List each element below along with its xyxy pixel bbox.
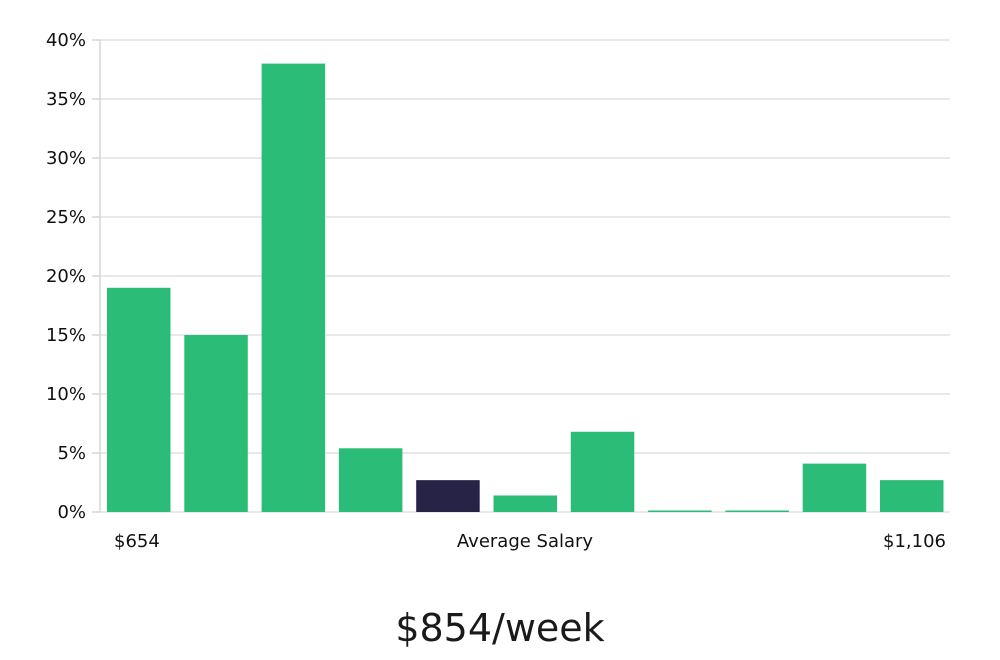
y-tick-label: 30% bbox=[46, 148, 86, 169]
y-tick-label: 20% bbox=[46, 266, 86, 287]
bar bbox=[261, 63, 326, 512]
bar bbox=[880, 480, 944, 512]
bar bbox=[725, 510, 789, 512]
x-label-min: $654 bbox=[114, 531, 160, 552]
bar bbox=[493, 495, 557, 512]
bar bbox=[184, 335, 248, 512]
x-label-average: Average Salary bbox=[457, 531, 594, 552]
y-axis: 0% 5% 10% 15% 20% 25% 30% 35% 40% bbox=[46, 30, 101, 523]
x-axis-labels: $654 Average Salary $1,106 bbox=[114, 531, 946, 552]
bars bbox=[107, 63, 944, 512]
y-tick-label: 35% bbox=[46, 89, 86, 110]
bar bbox=[107, 287, 171, 512]
salary-histogram: 0% 5% 10% 15% 20% 25% 30% 35% 40% $654 Average S… bbox=[46, 30, 950, 552]
x-label-max: $1,106 bbox=[883, 531, 946, 552]
bar bbox=[570, 431, 635, 512]
y-tick-label: 0% bbox=[57, 502, 86, 523]
bar bbox=[338, 448, 403, 512]
bar bbox=[802, 463, 867, 512]
y-tick-label: 15% bbox=[46, 325, 86, 346]
y-tick-label: 40% bbox=[46, 30, 86, 51]
y-tick-label: 10% bbox=[46, 384, 86, 405]
bar-average-salary bbox=[416, 480, 480, 512]
average-weekly-salary: $854/week bbox=[395, 606, 605, 650]
y-tick-label: 5% bbox=[57, 443, 86, 464]
y-tick-label: 25% bbox=[46, 207, 86, 228]
bar bbox=[648, 510, 712, 512]
